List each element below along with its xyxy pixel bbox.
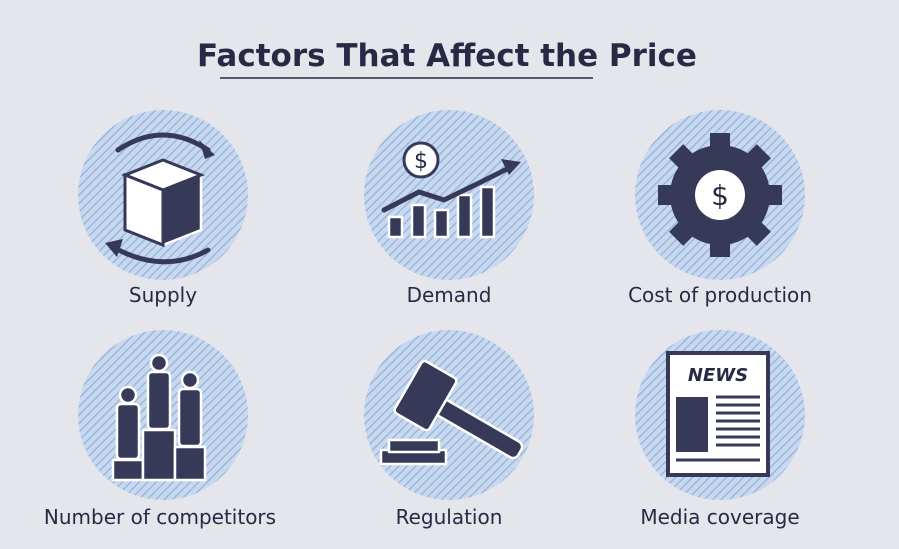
- competitors-icon: [78, 330, 248, 500]
- factor-label: Media coverage: [640, 505, 799, 529]
- supply-icon: [78, 110, 248, 280]
- icon-text: $: [414, 149, 428, 174]
- factor-label: Number of competitors: [44, 505, 276, 529]
- demand-icon: $: [364, 110, 534, 280]
- media-icon: NEWS: [635, 330, 805, 500]
- factor-label: Supply: [129, 283, 197, 307]
- icon-text: $: [711, 179, 729, 212]
- cost-icon: $: [635, 110, 805, 280]
- factor-label: Cost of production: [628, 283, 812, 307]
- title: Factors That Affect the Price: [197, 38, 697, 74]
- factor-label: Demand: [407, 283, 492, 307]
- icon-text: NEWS: [688, 365, 748, 386]
- factor-label: Regulation: [396, 505, 503, 529]
- regulation-icon: [364, 330, 534, 500]
